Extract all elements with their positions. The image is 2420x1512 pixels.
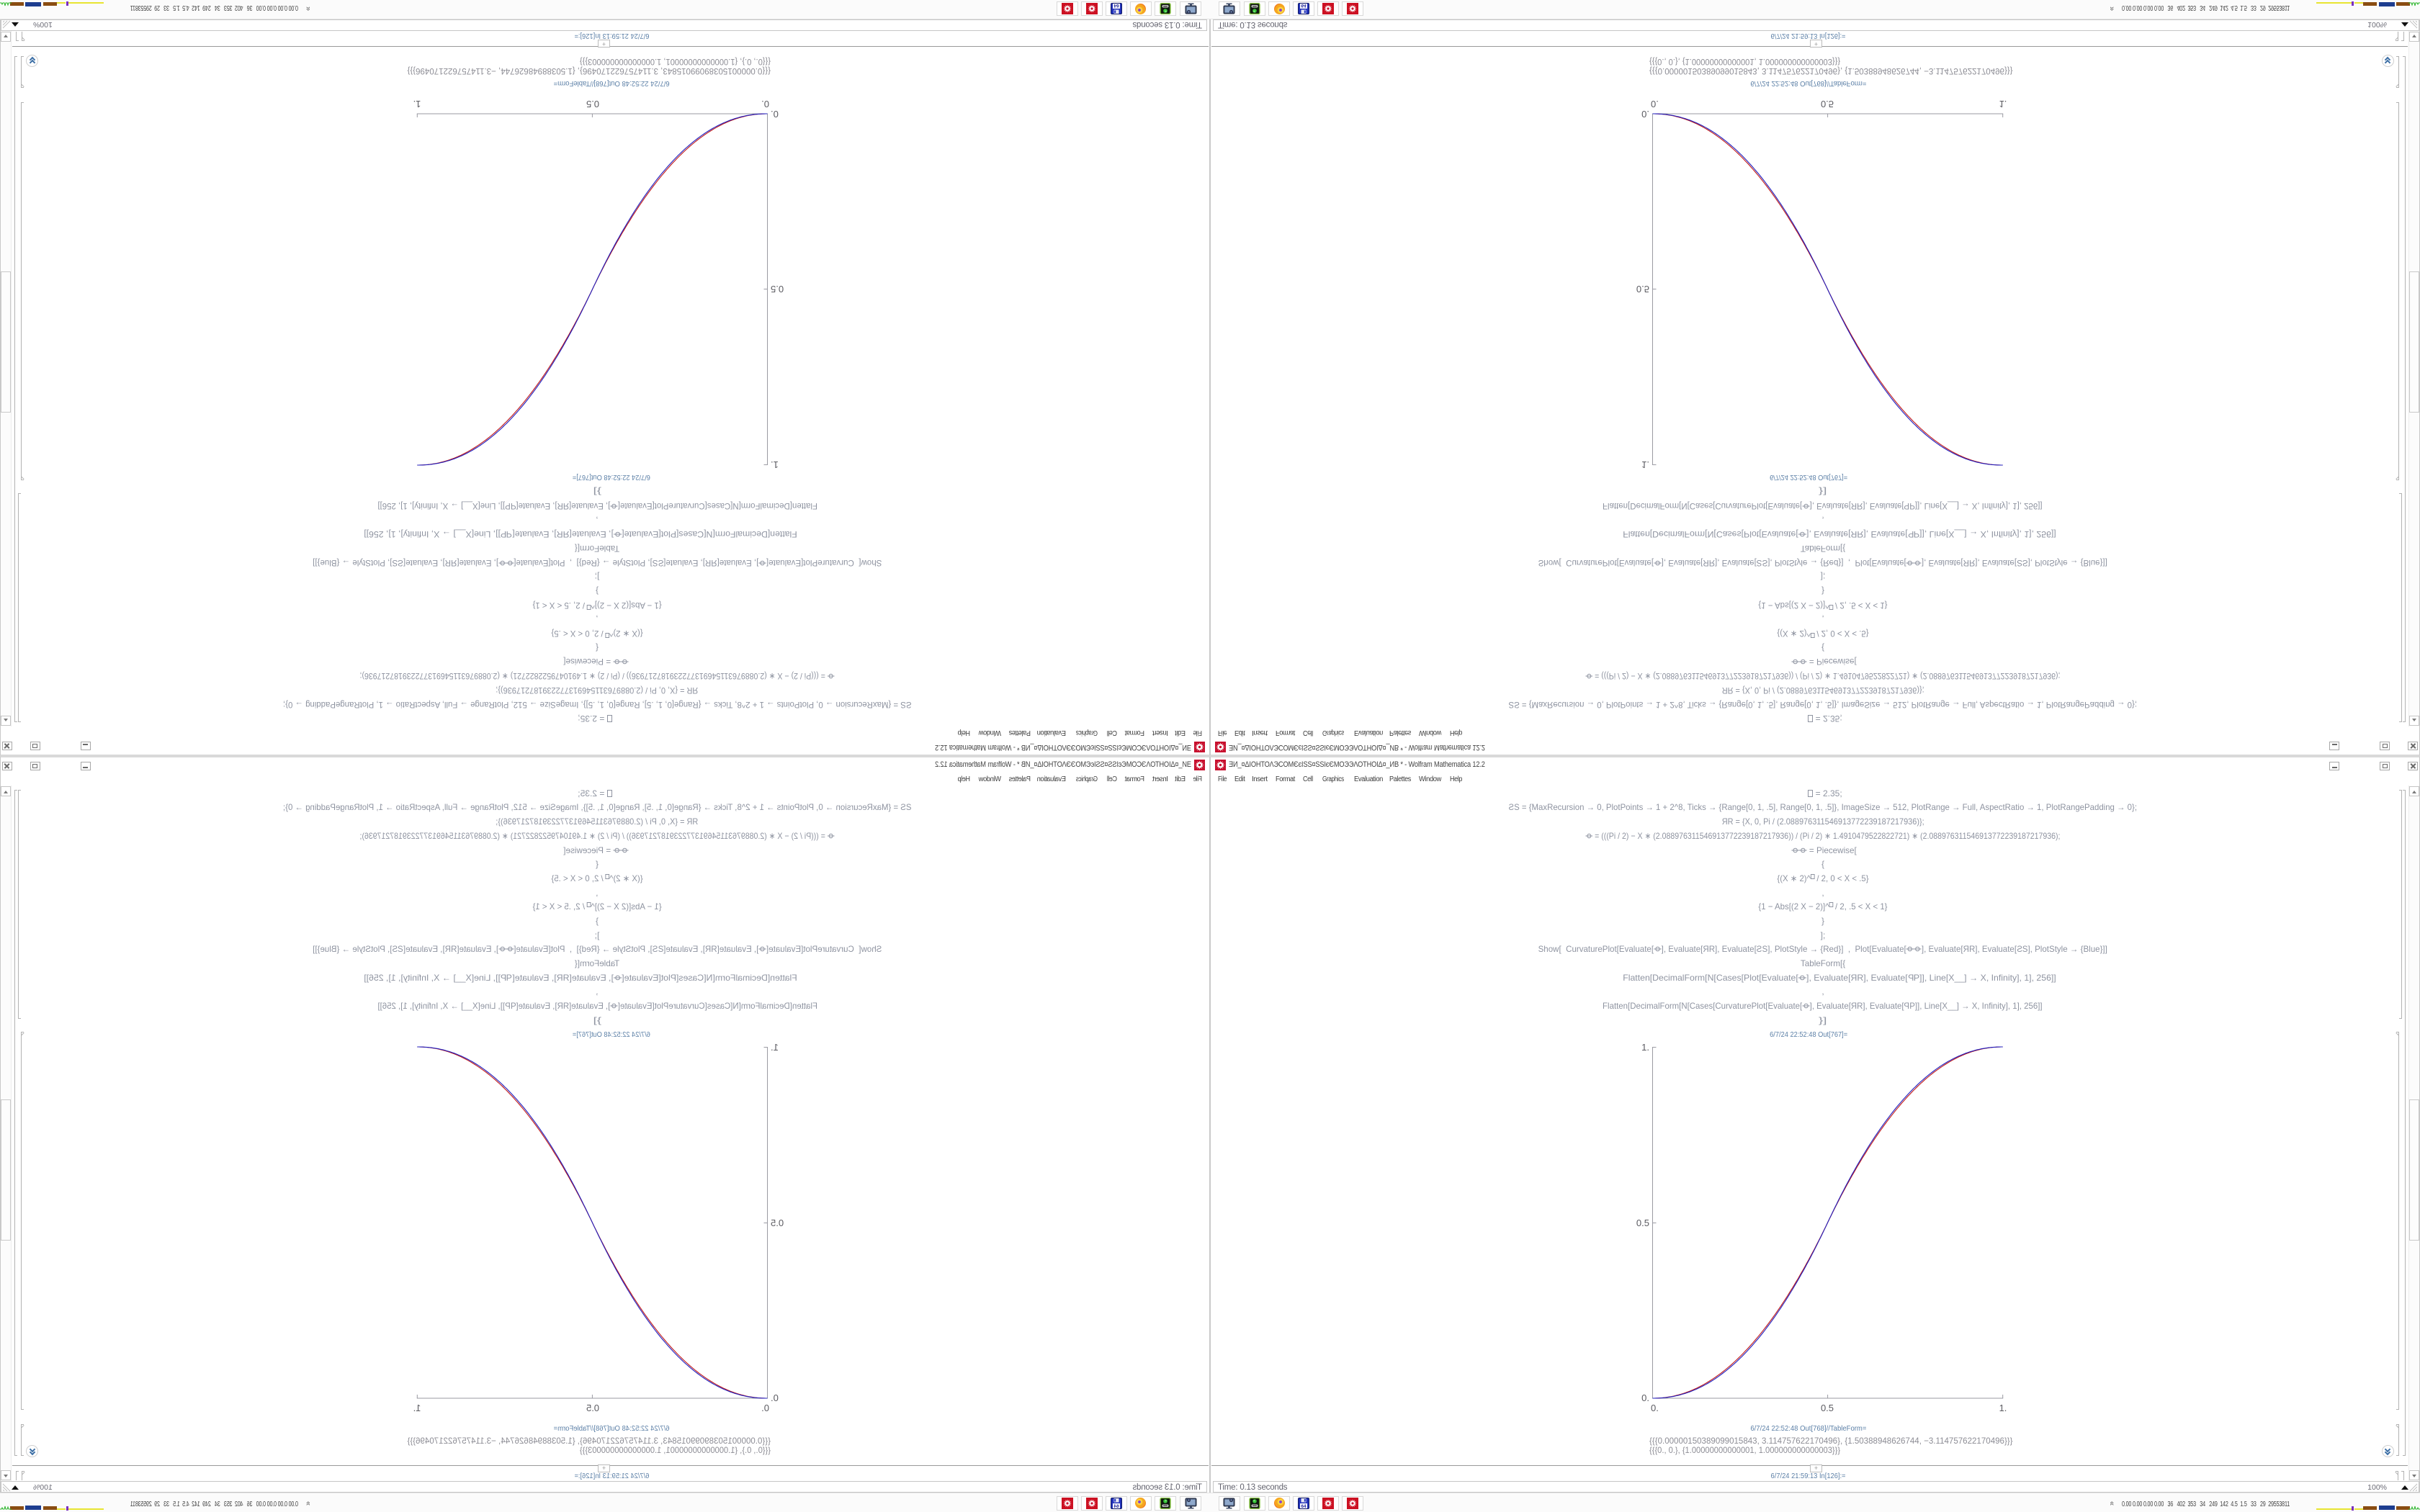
svg-text:0.5: 0.5: [1636, 284, 1649, 294]
svg-text:0.: 0.: [1651, 99, 1659, 109]
svg-text:0.5: 0.5: [1636, 1218, 1649, 1228]
svg-text:0.5: 0.5: [586, 1403, 599, 1413]
svg-text:1.: 1.: [1999, 1403, 2007, 1413]
svg-text:0.5: 0.5: [771, 1218, 784, 1228]
svg-text:0.: 0.: [1641, 1392, 1649, 1403]
svg-text:64: 64: [1113, 1504, 1119, 1509]
svg-text:0.5: 0.5: [586, 99, 599, 109]
svg-text:0.: 0.: [771, 1392, 779, 1403]
svg-text:0.: 0.: [1641, 109, 1649, 120]
svg-text:0.: 0.: [761, 99, 769, 109]
svg-text:1.: 1.: [771, 459, 779, 470]
svg-text:0.5: 0.5: [1821, 99, 1834, 109]
svg-text:0.: 0.: [761, 1403, 769, 1413]
svg-text:64: 64: [1113, 4, 1119, 9]
svg-text:1.: 1.: [771, 1042, 779, 1053]
svg-text:64: 64: [1301, 4, 1307, 9]
svg-text:1.: 1.: [413, 99, 421, 109]
svg-text:1.: 1.: [1999, 99, 2007, 109]
svg-text:0.5: 0.5: [1821, 1403, 1834, 1413]
svg-text:1.: 1.: [1641, 459, 1649, 470]
svg-text:1.: 1.: [1641, 1042, 1649, 1053]
svg-text:0.5: 0.5: [771, 284, 784, 294]
svg-text:1.: 1.: [413, 1403, 421, 1413]
svg-text:0.: 0.: [1651, 1403, 1659, 1413]
svg-text:0.: 0.: [771, 109, 779, 120]
svg-text:64: 64: [1301, 1504, 1307, 1509]
